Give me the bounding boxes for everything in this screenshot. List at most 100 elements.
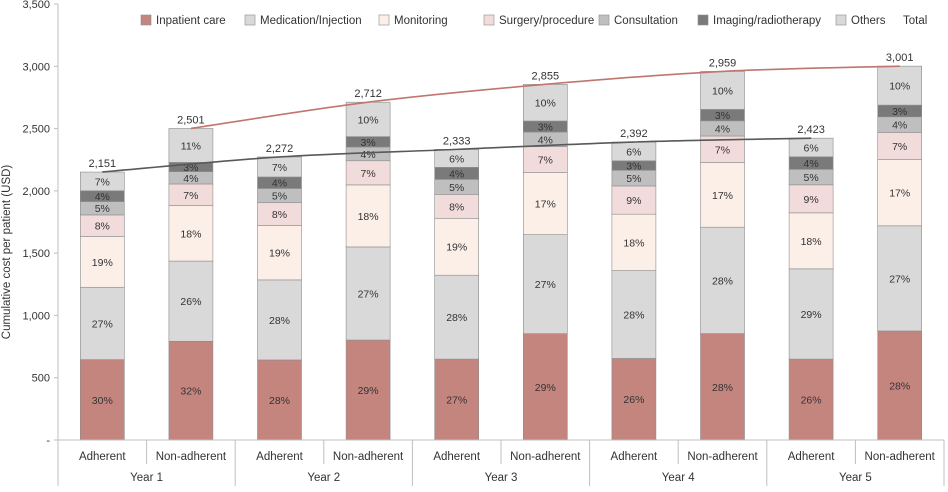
- segment-label: 30%: [92, 395, 113, 407]
- legend-swatch: [697, 14, 709, 26]
- total-lines: [102, 65, 900, 173]
- total-label: 2,501: [177, 114, 205, 126]
- segment-label: 28%: [269, 395, 290, 407]
- segment-label: 10%: [535, 98, 556, 110]
- total-label: 2,959: [709, 57, 737, 69]
- y-tick-label: 1,000: [22, 310, 50, 322]
- y-tick-label: 2,000: [22, 186, 50, 198]
- segment-label: 17%: [712, 190, 733, 202]
- total-trend-line: [102, 137, 812, 173]
- bar-segment: [345, 101, 391, 137]
- axes: - 500 1,000 1,500 2,000 2,500 3,000 3,500 Adhere…: [22, 0, 945, 486]
- legend-label: Medication/Injection: [260, 15, 362, 27]
- y-tick-label: 1,500: [22, 248, 50, 260]
- bar-segment: [700, 333, 745, 441]
- segment-label: 17%: [889, 188, 910, 200]
- segment-label: 29%: [801, 309, 822, 321]
- segment-label: 5%: [626, 173, 641, 185]
- x-category-label: Adherent: [79, 451, 126, 463]
- segment-label: 3%: [626, 161, 641, 173]
- segment-label: 8%: [95, 221, 110, 233]
- segment-label: 18%: [180, 228, 201, 240]
- segment-label: 28%: [269, 315, 290, 327]
- bar-segment: [700, 162, 745, 228]
- segment-label: 4%: [538, 134, 553, 146]
- legend-label: Others: [851, 15, 886, 27]
- segment-label: 26%: [623, 394, 644, 406]
- bar-segment: [877, 132, 923, 160]
- bar-segment: [434, 217, 480, 276]
- segment-label: 4%: [449, 168, 464, 180]
- bars: 30%27%19%8%5%4%7%2,15132%26%18%7%4%3%11%…: [80, 52, 923, 441]
- y-tick-label: 500: [32, 373, 50, 385]
- x-category-label: Non-adherent: [510, 451, 581, 463]
- legend-swatch: [483, 14, 495, 26]
- bar-segment: [257, 279, 302, 361]
- segment-label: 6%: [626, 146, 641, 158]
- total-label: 2,855: [532, 70, 560, 82]
- segment-label: 6%: [804, 142, 819, 154]
- segment-label: 18%: [801, 236, 822, 248]
- segment-label: 4%: [183, 173, 198, 185]
- segment-label: 7%: [361, 168, 376, 180]
- y-tick-label: -: [46, 435, 50, 447]
- bar-segment: [80, 359, 125, 441]
- bar-segment: [168, 260, 214, 342]
- total-label: 2,151: [89, 158, 117, 170]
- bar-segment: [257, 225, 302, 281]
- bar-segment: [788, 184, 834, 214]
- legend-swatch: [244, 14, 256, 26]
- segment-label: 19%: [92, 257, 113, 269]
- bar-segment: [877, 330, 923, 441]
- x-category-label: Non-adherent: [333, 451, 404, 463]
- segment-label: 9%: [804, 194, 819, 206]
- segment-label: 27%: [535, 279, 556, 291]
- segment-label: 28%: [712, 275, 733, 287]
- segment-label: 27%: [358, 288, 379, 300]
- bar-segment: [434, 274, 480, 360]
- segment-label: 4%: [95, 191, 110, 203]
- legend-swatch: [140, 14, 152, 26]
- x-category-label: Non-adherent: [687, 451, 758, 463]
- legend-label: Consultation: [614, 15, 678, 27]
- bar-segment: [522, 172, 568, 235]
- segment-label: 3%: [361, 137, 376, 149]
- segment-label: 5%: [272, 191, 287, 203]
- x-group-label: Year 4: [662, 472, 695, 484]
- segment-label: 28%: [446, 312, 467, 324]
- total-label: 2,333: [443, 135, 471, 147]
- bar-segment: [345, 339, 391, 441]
- x-category-label: Non-adherent: [156, 451, 227, 463]
- total-label: 2,392: [620, 128, 648, 140]
- segment-label: 27%: [889, 273, 910, 285]
- x-category-label: Adherent: [433, 451, 480, 463]
- legend-label: Inpatient care: [156, 15, 226, 27]
- y-tick-label: 3,000: [22, 61, 50, 73]
- x-category-label: Non-adherent: [865, 451, 936, 463]
- segment-label: 28%: [712, 382, 733, 394]
- bar-segment: [168, 340, 214, 441]
- segment-label: 7%: [715, 144, 730, 156]
- x-category-label: Adherent: [788, 451, 835, 463]
- legend-label: Surgery/procedure: [499, 15, 594, 27]
- segment-label: 29%: [358, 385, 379, 397]
- segment-label: 8%: [449, 201, 464, 213]
- legend: Inpatient care Medication/Injection Monito…: [140, 14, 927, 27]
- segment-label: 9%: [626, 195, 641, 207]
- segment-label: 7%: [892, 141, 907, 153]
- total-label: 3,001: [886, 52, 914, 64]
- bar-segment: [611, 185, 657, 215]
- legend-label: Imaging/radiotherapy: [713, 15, 821, 27]
- segment-label: 27%: [92, 318, 113, 330]
- segment-label: 19%: [446, 242, 467, 254]
- segment-label: 10%: [712, 85, 733, 97]
- segment-label: 26%: [180, 296, 201, 308]
- segment-label: 7%: [183, 190, 198, 202]
- segment-label: 5%: [95, 203, 110, 215]
- segment-label: 3%: [892, 106, 907, 118]
- segment-label: 7%: [272, 162, 287, 174]
- bar-segment: [522, 333, 568, 441]
- x-category-label: Adherent: [256, 451, 303, 463]
- segment-label: 8%: [272, 209, 287, 221]
